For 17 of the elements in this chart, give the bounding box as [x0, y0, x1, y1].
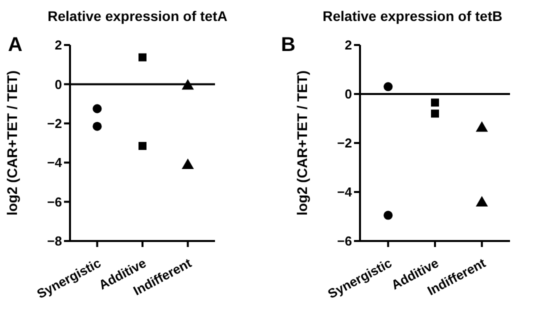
y-tick-label: −8	[47, 234, 62, 249]
y-tick-label: 0	[344, 86, 352, 102]
y-axis-title: log2 (CAR+TET / TET)	[294, 70, 310, 216]
y-axis-title: log2 (CAR+TET / TET)	[4, 70, 20, 216]
text: A	[8, 34, 22, 57]
text: B	[281, 34, 296, 57]
chart-title: Relative expression of tetA	[46, 8, 228, 24]
y-tick-label: −6	[337, 234, 352, 249]
y-tick-label: −6	[47, 194, 62, 210]
y-tick-label: −2	[47, 116, 62, 132]
y-tick-label: −4	[47, 155, 63, 170]
y-tick-label: −4	[337, 184, 353, 200]
y-tick-label: 2	[344, 38, 352, 53]
y-tick-label: −2	[337, 136, 352, 151]
chart-title: Relative expression of tetB	[322, 8, 504, 24]
y-tick-label: 0	[54, 76, 62, 92]
y-tick-label: 2	[54, 38, 62, 53]
